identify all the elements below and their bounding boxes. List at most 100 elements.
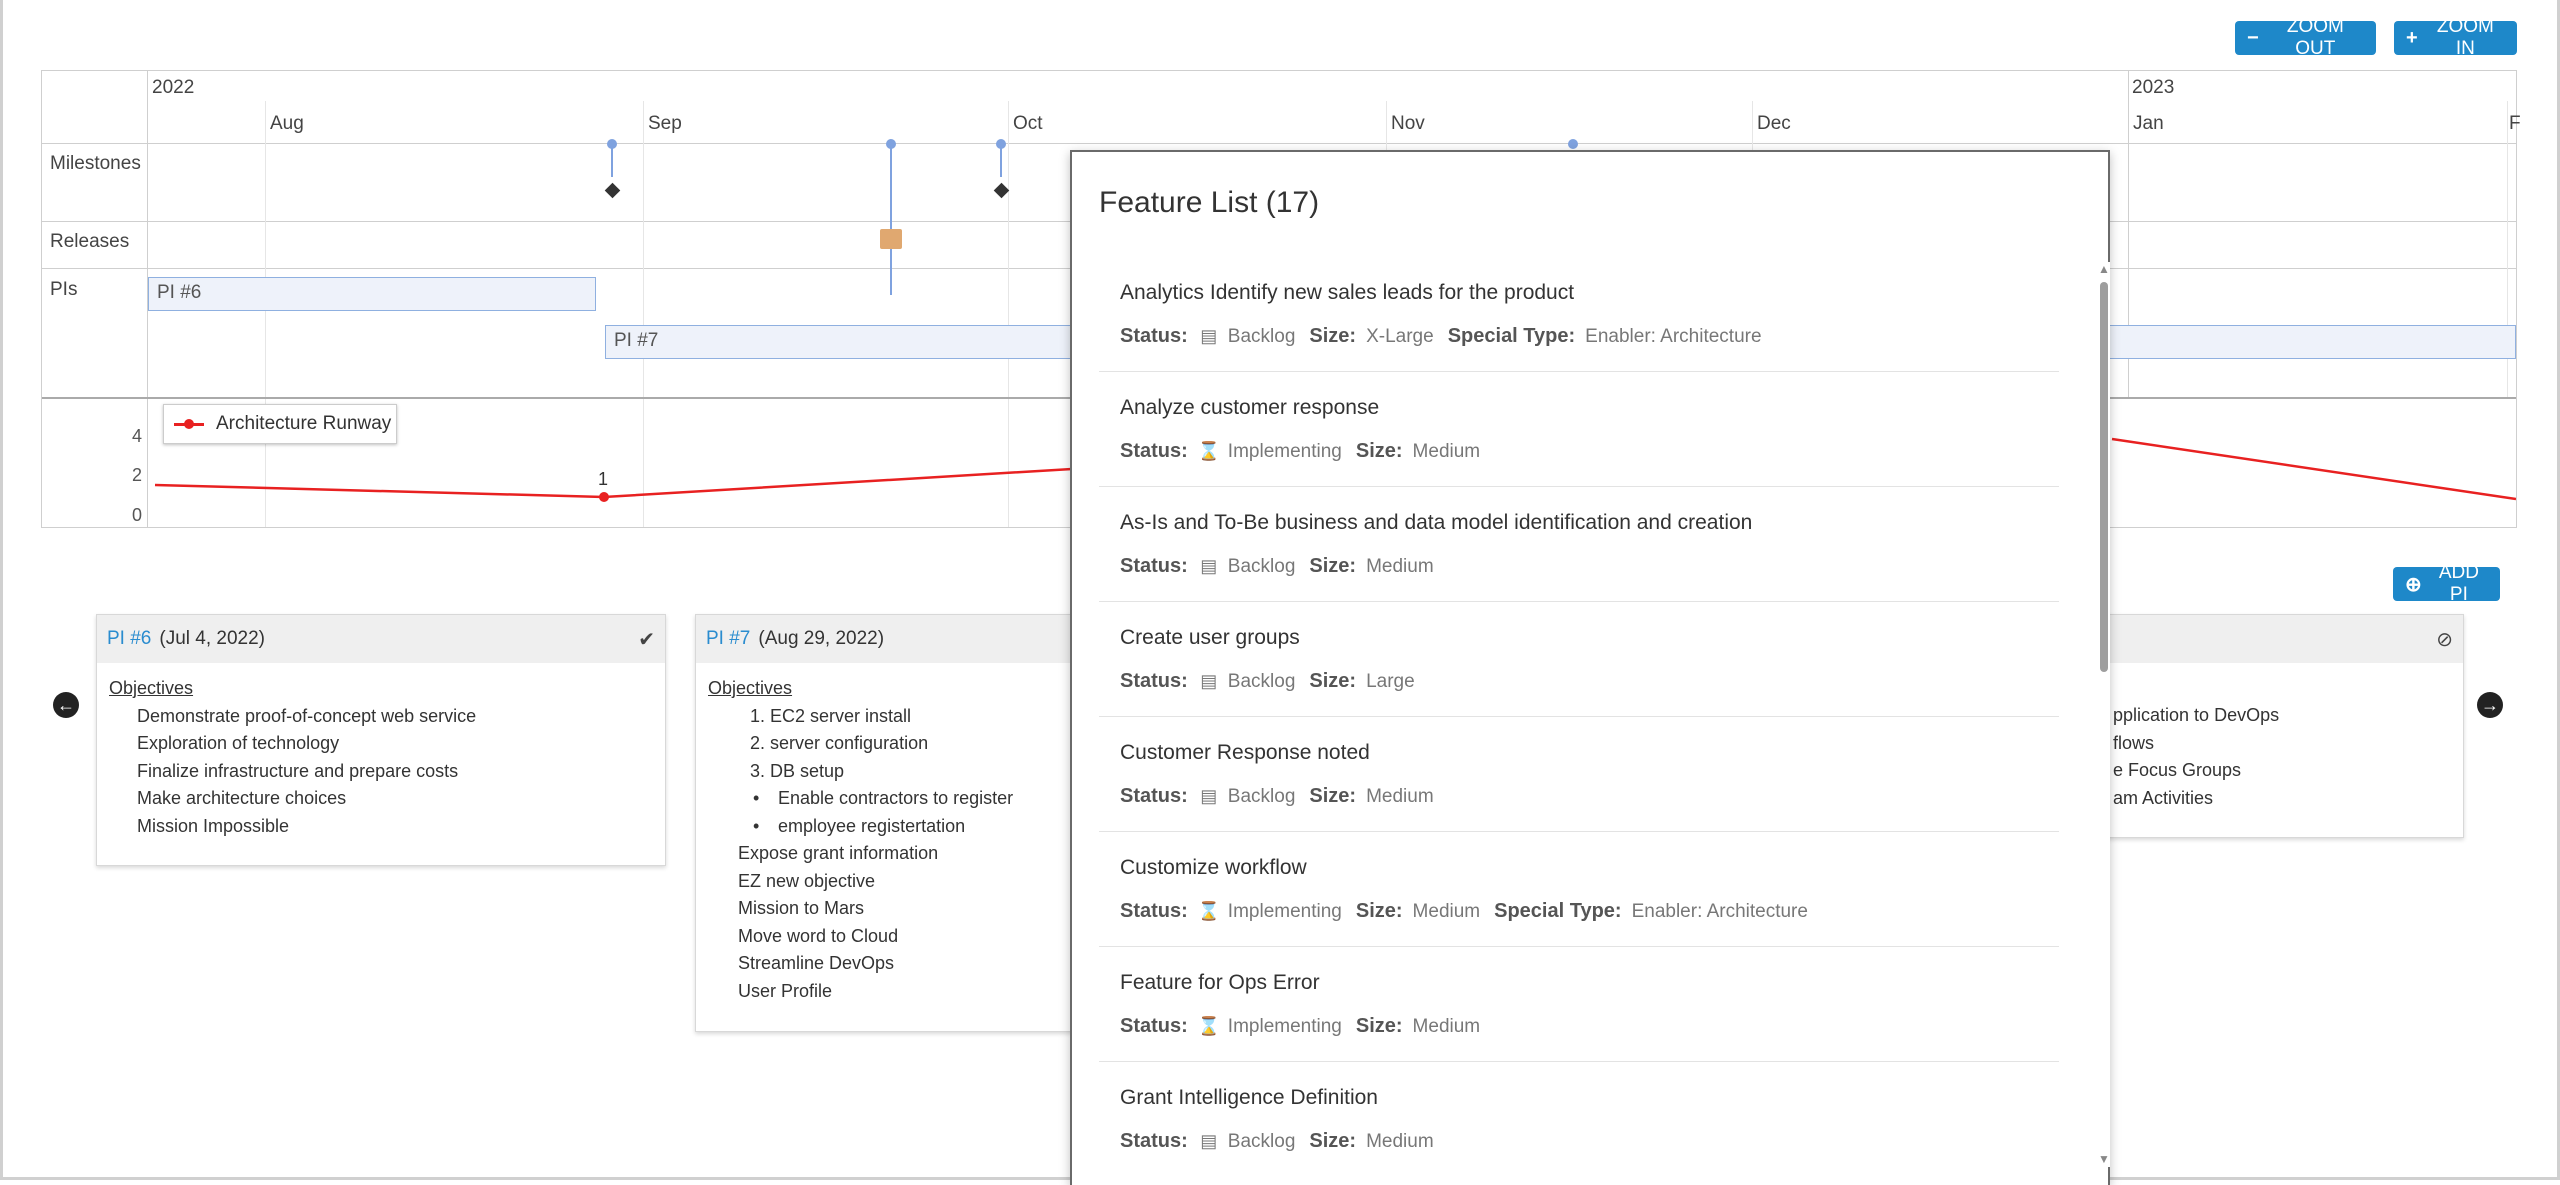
list-item[interactable]: Customize workflow Status: ⌛ Implementin… [1099, 832, 2059, 947]
size-value: Medium [1412, 900, 1481, 922]
objective-item: User Profile [738, 980, 833, 1001]
objective-item: 1. EC2 server install [750, 705, 912, 726]
status-key: Status: [1120, 325, 1188, 347]
inbox-icon: ▤ [1200, 786, 1218, 806]
month-label: F [2509, 113, 2521, 134]
release-box-icon[interactable] [880, 229, 902, 249]
month-label: Sep [648, 113, 682, 134]
scroll-up-icon[interactable]: ▲ [2098, 262, 2110, 276]
next-pi-arrow-icon[interactable]: → [2477, 692, 2503, 718]
objectives-heading[interactable]: Objectives [708, 678, 793, 698]
pi-bar[interactable]: PI #6 [148, 277, 596, 311]
year-label: 2022 [152, 77, 195, 98]
feature-list-modal: Feature List (17) Analytics Identify new… [1070, 150, 2110, 1185]
pi-date: (Jul 4, 2022) [159, 628, 265, 649]
pi-card: PI #7 (Aug 29, 2022) Objectives 1. EC2 s… [695, 614, 1095, 1032]
list-item[interactable]: Analyze customer response Status: ⌛ Impl… [1099, 372, 2059, 487]
month-label: Oct [1013, 113, 1043, 134]
month-label: Nov [1391, 113, 1425, 134]
feature-list-scrollbar[interactable]: ▲ ▼ [2098, 262, 2110, 1167]
zoom-in-button[interactable]: + ZOOM IN [2394, 16, 2517, 59]
status-value: Implementing [1227, 1015, 1342, 1037]
size-value: Medium [1366, 785, 1434, 807]
pi-date: (Aug 29, 2022) [758, 628, 885, 649]
modal-title: Feature List (17) [1099, 186, 1320, 219]
pi-card-header: PI #6 (Jul 4, 2022) ✔ [97, 615, 665, 663]
size-key: Size: [1309, 555, 1357, 577]
hourglass-icon: ⌛ [1197, 441, 1221, 461]
objective-item: Enable contractors to register [708, 785, 1082, 813]
pi-card: PI #6 (Jul 4, 2022) ✔ Objectives Demonst… [96, 614, 666, 866]
add-pi-button[interactable]: ⊕ ADD PI [2393, 562, 2500, 605]
objective-item: Make architecture choices [137, 788, 347, 808]
milestone-marker[interactable] [996, 139, 1006, 149]
size-value: Large [1366, 670, 1415, 692]
milestone-marker[interactable] [1568, 139, 1578, 149]
objectives-heading[interactable]: Objectives [109, 678, 194, 698]
status-value: Backlog [1227, 670, 1296, 692]
pi-link[interactable]: PI #6 [107, 628, 152, 649]
y-axis-tick: 4 [132, 426, 143, 446]
inbox-icon: ▤ [1200, 1131, 1218, 1151]
status-key: Status: [1120, 785, 1188, 807]
data-point-label: 1 [598, 469, 609, 489]
list-item[interactable]: Customer Response noted Status: ▤ Backlo… [1099, 717, 2059, 832]
list-item[interactable]: Grant Intelligence Definition Status: ▤ … [1099, 1062, 2059, 1177]
size-key: Size: [1355, 900, 1403, 922]
legend-marker-icon [174, 418, 204, 429]
size-key: Size: [1309, 785, 1357, 807]
row-label-pis: PIs [50, 279, 78, 300]
scroll-down-icon[interactable]: ▼ [2098, 1152, 2110, 1166]
status-value: Backlog [1227, 555, 1296, 577]
objective-item: employee registertation [708, 813, 1082, 841]
objective-item: Finalize infrastructure and prepare cost… [137, 760, 459, 781]
zoom-in-label: ZOOM IN [2436, 16, 2494, 59]
list-item[interactable]: Analytics Identify new sales leads for t… [1099, 257, 2059, 372]
feature-name[interactable]: Grant Intelligence Definition [1120, 1086, 1378, 1109]
check-icon: ✔ [638, 628, 655, 651]
runway-chart [154, 437, 2516, 502]
scrollbar-thumb[interactable] [2100, 282, 2108, 672]
month-label: Jan [2133, 113, 2164, 134]
feature-name[interactable]: Feature for Ops Error [1120, 971, 1320, 994]
plus-icon: + [2406, 26, 2418, 49]
size-key: Size: [1355, 440, 1403, 462]
objective-item: e Focus Groups [2113, 760, 2242, 780]
special-type-key: Special Type: [1494, 900, 1622, 922]
feature-name[interactable]: As-Is and To-Be business and data model … [1120, 511, 1753, 534]
size-value: Medium [1366, 555, 1434, 577]
list-item[interactable]: Feature for Ops Error Status: ⌛ Implemen… [1099, 947, 2059, 1062]
objective-item: Mission to Mars [738, 898, 865, 918]
chart-legend[interactable]: Architecture Runway [163, 404, 397, 444]
hourglass-icon: ⌛ [1197, 1016, 1221, 1036]
pi-link[interactable]: PI #7 [706, 628, 751, 649]
feature-name[interactable]: Customize workflow [1120, 856, 1307, 879]
status-key: Status: [1120, 440, 1188, 462]
special-type-value: Enabler: Architecture [1631, 900, 1808, 922]
objective-item: 3. DB setup [750, 760, 845, 781]
status-key: Status: [1120, 670, 1188, 692]
previous-pi-arrow-icon[interactable]: ← [53, 692, 79, 718]
size-key: Size: [1309, 670, 1357, 692]
objective-item: Demonstrate proof-of-concept web service [137, 705, 477, 726]
milestone-marker[interactable] [607, 139, 617, 149]
milestone-marker[interactable] [886, 139, 896, 149]
y-axis-tick: 0 [132, 505, 143, 525]
list-item[interactable]: As-Is and To-Be business and data model … [1099, 487, 2059, 602]
feature-name[interactable]: Analyze customer response [1120, 396, 1380, 419]
status-value: Implementing [1227, 900, 1342, 922]
ban-icon: ⊘ [2436, 628, 2453, 651]
size-value: Medium [1412, 1015, 1481, 1037]
feature-name[interactable]: Analytics Identify new sales leads for t… [1120, 281, 1575, 304]
objective-item: am Activities [2113, 787, 2214, 808]
list-item[interactable]: Create user groups Status: ▤ Backlog Siz… [1099, 602, 2059, 717]
runway-series-line [2111, 437, 2516, 501]
feature-name[interactable]: Customer Response noted [1120, 741, 1370, 764]
zoom-out-button[interactable]: − ZOOM OUT [2235, 16, 2376, 59]
feature-name[interactable]: Create user groups [1120, 626, 1300, 649]
plus-circle-icon: ⊕ [2405, 573, 2422, 596]
objective-item: EZ new objective [738, 870, 876, 891]
special-type-value: Enabler: Architecture [1585, 325, 1762, 347]
objective-item: Exploration of technology [137, 733, 340, 753]
row-label-releases: Releases [50, 231, 130, 252]
